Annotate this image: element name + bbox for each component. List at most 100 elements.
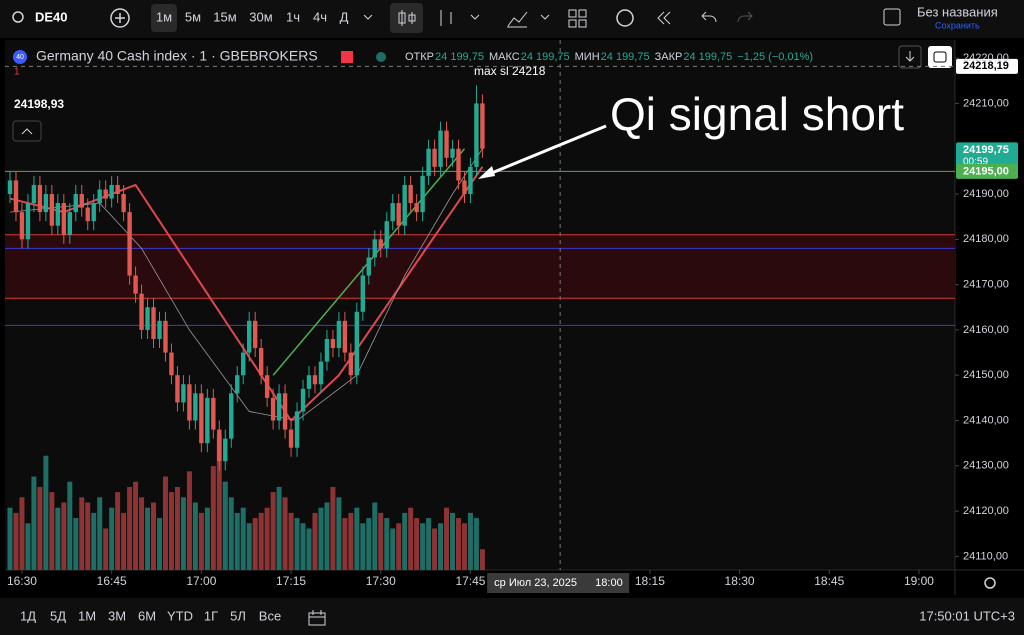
layout-icon[interactable] [568, 9, 587, 28]
x-tick-label: 16:45 [97, 574, 127, 588]
candle-body [276, 393, 282, 421]
bar-icon[interactable] [440, 10, 452, 26]
interval[interactable]: 1ч [286, 9, 300, 24]
candle-body [324, 338, 330, 362]
volume-bar [186, 471, 192, 570]
candle-type[interactable] [390, 3, 423, 33]
range-button[interactable]: 1Г [204, 608, 218, 623]
volume-bar [312, 512, 318, 570]
candle-body [294, 411, 300, 448]
volume-bar [85, 502, 91, 570]
candle-body [378, 239, 383, 249]
volume-bar [174, 486, 180, 570]
volume-bar [324, 502, 330, 570]
volume-bar [336, 497, 342, 570]
interval[interactable]: 15м [213, 9, 236, 24]
settings-icon[interactable] [984, 577, 996, 589]
legend-value: 24 199,75 [683, 51, 732, 63]
volume-bar [432, 528, 438, 570]
volume-bar [97, 497, 103, 570]
redo[interactable] [737, 11, 753, 23]
volume-bar [13, 512, 19, 570]
volume-bar [162, 476, 168, 570]
candle-body [181, 384, 186, 403]
interval[interactable]: 1м [156, 9, 172, 24]
indicator-icon[interactable] [507, 11, 528, 28]
interval[interactable]: 4ч [313, 9, 327, 24]
search-icon[interactable] [12, 11, 24, 23]
volume-bar [79, 497, 85, 570]
volume-bar [151, 502, 157, 570]
candle-body [187, 384, 192, 421]
range-button[interactable]: YTD [167, 608, 193, 623]
bottom-toolbar [0, 598, 1024, 635]
candle-body [426, 148, 431, 176]
candle-body [336, 320, 342, 349]
price-tag [956, 163, 1018, 179]
chevron[interactable] [470, 14, 550, 20]
layout-box[interactable] [883, 8, 901, 26]
candle-body [133, 275, 138, 294]
range-button[interactable]: 3М [108, 608, 126, 623]
interval[interactable]: 5м [185, 9, 201, 24]
y-tick-label: 24170,00 [963, 279, 1009, 291]
volume-bar [157, 518, 162, 570]
alert-icon[interactable] [616, 9, 634, 27]
volume-bar [91, 512, 97, 570]
sync-button[interactable] [928, 46, 952, 68]
candle-body [366, 257, 371, 276]
collapse-button[interactable] [12, 120, 42, 142]
volume-bar [228, 497, 234, 570]
y-tick-label: 24120,00 [963, 505, 1009, 517]
undo[interactable] [701, 11, 717, 23]
candle-body [235, 375, 240, 394]
interval[interactable]: 30м [249, 9, 272, 24]
badge [13, 50, 27, 64]
interval[interactable]: Д [340, 9, 349, 24]
volume-bar [258, 512, 264, 570]
range-button[interactable]: 5Л [230, 608, 246, 623]
crosshair-date: ср Июл 23, 2025 [494, 577, 577, 589]
last-value: 24198,93 [14, 97, 64, 111]
x-tick-label: 17:30 [366, 574, 396, 588]
candle-body [252, 320, 258, 349]
price-tag [956, 58, 1018, 74]
x-tick-label: 18:15 [635, 574, 665, 588]
add-symbol[interactable] [110, 8, 130, 28]
volume-bar [444, 507, 450, 570]
legend-value: 24 199,75 [601, 51, 650, 63]
volume-bar [438, 523, 444, 570]
candle-body [199, 393, 204, 444]
volume-bar [348, 512, 354, 570]
date-range-icon[interactable] [308, 610, 326, 626]
volume-bar [73, 518, 79, 570]
range-button[interactable]: Все [259, 608, 281, 623]
replay-icon[interactable] [657, 11, 671, 25]
volume-bar [318, 507, 324, 570]
volume-bar [240, 507, 246, 570]
signal-label: Qi signal short [610, 88, 904, 140]
volume-bar [366, 518, 372, 570]
candle-body [79, 194, 84, 208]
range-button[interactable]: 1Д [20, 608, 36, 623]
volume-bar [210, 466, 216, 570]
x-tick-label: 17:00 [186, 574, 216, 588]
chevron[interactable] [363, 14, 373, 20]
sync-icon [933, 51, 947, 63]
candle-body [223, 438, 228, 462]
volume-bar [216, 435, 222, 570]
y-tick-label: 24210,00 [963, 97, 1009, 109]
range-button[interactable]: 1М [78, 608, 96, 623]
arrow-head [478, 166, 495, 179]
candle-icon [398, 10, 416, 26]
candle-body [480, 103, 485, 149]
down-button[interactable] [898, 45, 922, 69]
volume-bar [31, 476, 37, 570]
x-tick-label: 17:15 [276, 574, 306, 588]
save[interactable]: Сохранить [935, 20, 980, 30]
range-button[interactable]: 6М [138, 608, 156, 623]
volume-bar [121, 512, 127, 570]
layout-title[interactable]: Без названия [917, 4, 998, 19]
legend-label: ЗАКР [655, 51, 683, 63]
range-button[interactable]: 5Д [50, 608, 66, 623]
